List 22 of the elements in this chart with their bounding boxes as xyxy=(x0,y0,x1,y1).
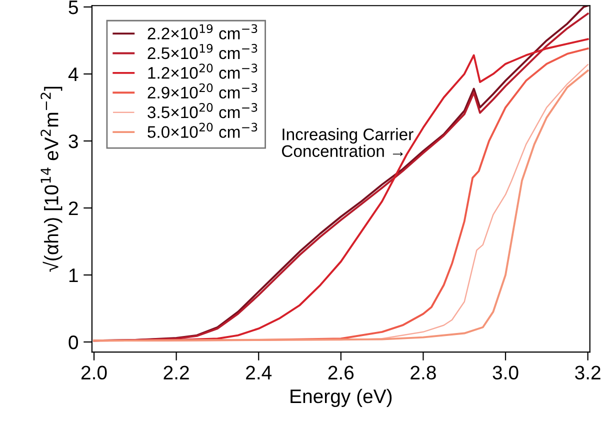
legend-label: 2.2×10$^{19}$ cm$^{−3}$ xyxy=(148,24,258,40)
y-tick-label: 2 xyxy=(68,201,78,216)
y-tick-label: 1 xyxy=(69,268,78,282)
x-tick-label: 2.2 xyxy=(164,366,189,380)
x-axis-title: Energy (eV) xyxy=(290,388,392,408)
y-tick-label: 0 xyxy=(68,335,78,350)
legend-label: 5.0×10$^{20}$ cm$^{−3}$ xyxy=(148,122,258,138)
x-tick-label: 2.8 xyxy=(410,366,436,380)
y-tick-label: 4 xyxy=(68,68,78,82)
annotation: Increasing Carrier Concentration → xyxy=(282,128,414,158)
legend-label: 2.9×10$^{20}$ cm$^{−3}$ xyxy=(148,83,258,99)
legend-label: 3.5×10$^{20}$ cm$^{−3}$ xyxy=(148,103,258,118)
x-tick-label: 2.4 xyxy=(246,366,272,380)
y-axis-title: √(αhν) [10$^{14}$ eV$^{2}$m$^{−2}$] xyxy=(40,86,62,272)
x-tick-label: 2.6 xyxy=(328,366,354,380)
legend-label: 2.5×10$^{19}$ cm$^{−3}$ xyxy=(148,44,258,60)
x-tick-label: 3.0 xyxy=(492,366,518,380)
x-tick-label: 3.2 xyxy=(575,366,600,380)
legend-label: 1.2×10$^{20}$ cm$^{−3}$ xyxy=(148,64,258,79)
y-tick-label: 5 xyxy=(68,0,78,14)
y-tick-label: 3 xyxy=(68,134,78,148)
x-tick-label: 2.0 xyxy=(81,366,107,380)
